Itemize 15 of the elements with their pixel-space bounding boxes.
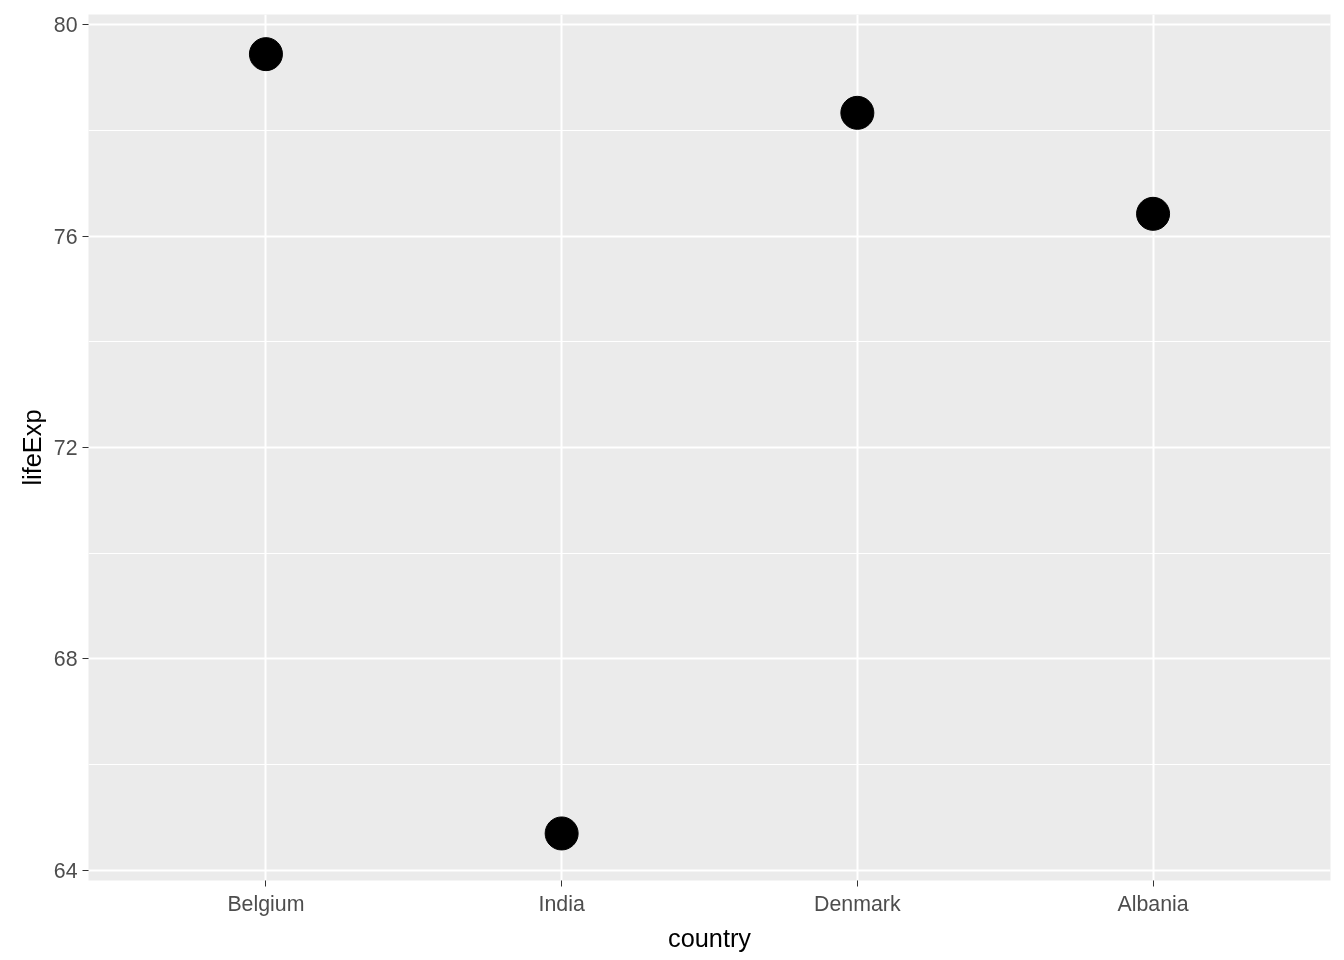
y-tick-label: 72 xyxy=(53,436,78,460)
y-tick-label: 80 xyxy=(53,13,78,38)
y-tick-label: 64 xyxy=(53,858,78,883)
y-axis-title: lifeExp xyxy=(17,409,46,486)
x-tick-label: India xyxy=(538,891,585,916)
y-tick-label: 76 xyxy=(53,224,78,249)
point xyxy=(544,816,579,851)
point xyxy=(248,37,283,72)
x-tick-label: Belgium xyxy=(227,891,305,916)
y-tick-label: 68 xyxy=(53,647,78,672)
x-tick-label: Denmark xyxy=(814,891,901,916)
point xyxy=(1136,196,1171,231)
x-axis-title: country xyxy=(667,923,752,952)
point xyxy=(840,95,875,130)
x-tick-label: Albania xyxy=(1117,891,1189,916)
